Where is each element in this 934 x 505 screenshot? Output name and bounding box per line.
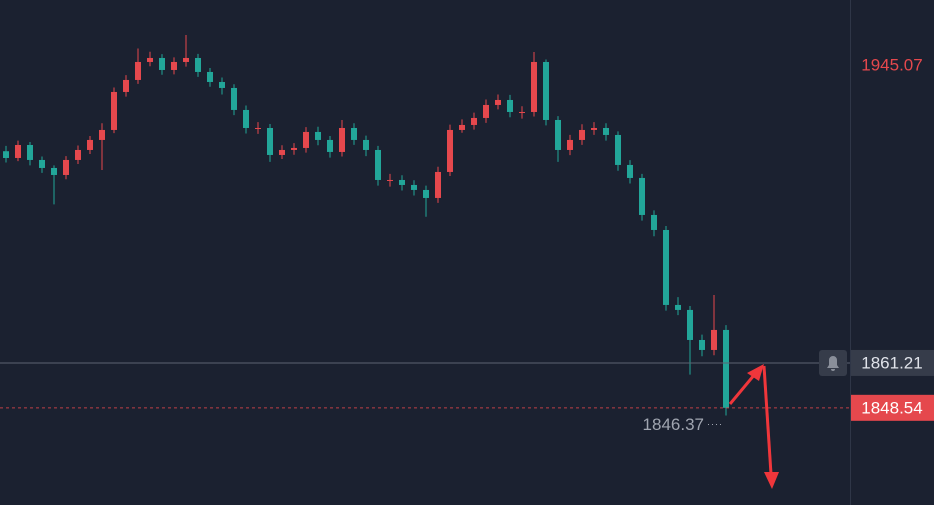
candle-body bbox=[303, 131, 309, 148]
candle-body bbox=[387, 179, 393, 181]
candle-body bbox=[543, 61, 549, 120]
candle-body bbox=[435, 171, 441, 198]
candle-body bbox=[291, 147, 297, 150]
candle-body bbox=[99, 129, 105, 140]
candle-body bbox=[723, 329, 729, 408]
arrow-down-line bbox=[762, 365, 773, 475]
candle-body bbox=[51, 167, 57, 175]
candle-body bbox=[219, 81, 225, 88]
candle-body bbox=[255, 127, 261, 129]
candle-body bbox=[663, 229, 669, 305]
candle-body bbox=[423, 189, 429, 198]
candle-body bbox=[531, 61, 537, 112]
candle-body bbox=[159, 57, 165, 70]
arrow-up-line bbox=[728, 373, 757, 405]
last-price-label-bg bbox=[851, 394, 934, 421]
candle-body bbox=[27, 144, 33, 160]
candle-body bbox=[171, 61, 177, 70]
candle-body bbox=[123, 79, 129, 92]
last-price-label: 1848.54 bbox=[861, 398, 922, 417]
crosshair-label-bg bbox=[851, 349, 934, 376]
candle-body bbox=[3, 151, 9, 158]
candle-body bbox=[579, 129, 585, 140]
candle-body bbox=[639, 177, 645, 215]
candle-body bbox=[627, 164, 633, 178]
candle-body bbox=[687, 309, 693, 340]
bell-button[interactable] bbox=[819, 350, 847, 376]
candle-body bbox=[63, 159, 69, 175]
overlay: 1861.21 1848.54 1945.07 1846.37 bbox=[0, 55, 934, 434]
candle-body bbox=[447, 129, 453, 172]
candle-body bbox=[375, 149, 381, 180]
candle-body bbox=[603, 127, 609, 135]
candle-body bbox=[207, 71, 213, 82]
candle-body bbox=[507, 99, 513, 112]
candle-body bbox=[327, 139, 333, 152]
candle-body bbox=[483, 104, 489, 118]
candle-body bbox=[231, 87, 237, 110]
candle-body bbox=[711, 329, 717, 350]
candle-body bbox=[195, 57, 201, 72]
candle-body bbox=[459, 124, 465, 130]
candle-body bbox=[75, 149, 81, 160]
high-price-label: 1945.07 bbox=[861, 55, 922, 74]
candle-body bbox=[591, 127, 597, 130]
candle-body bbox=[183, 57, 189, 62]
candle-body bbox=[87, 139, 93, 150]
candle-body bbox=[363, 139, 369, 150]
candle-body bbox=[471, 117, 477, 125]
candle-body bbox=[675, 304, 681, 310]
candle-body bbox=[147, 57, 153, 62]
candle-body bbox=[615, 134, 621, 165]
candle-body bbox=[495, 99, 501, 105]
crosshair-label: 1861.21 bbox=[861, 353, 922, 372]
candle-body bbox=[267, 127, 273, 155]
candle-body bbox=[699, 339, 705, 350]
candle-body bbox=[111, 91, 117, 130]
candle-body bbox=[339, 127, 345, 152]
candle-body bbox=[555, 119, 561, 150]
candle-body bbox=[279, 149, 285, 155]
candle-body bbox=[567, 139, 573, 150]
annotation-arrows bbox=[728, 364, 779, 489]
candle-body bbox=[411, 184, 417, 190]
candle-body bbox=[39, 159, 45, 168]
candle-body bbox=[399, 179, 405, 185]
candle-body bbox=[351, 127, 357, 140]
arrow-up-head bbox=[747, 364, 764, 381]
candle-body bbox=[315, 131, 321, 140]
candle-body bbox=[135, 61, 141, 80]
candle-body bbox=[651, 214, 657, 230]
candles bbox=[3, 35, 729, 416]
candle-body bbox=[519, 111, 525, 113]
candle-body bbox=[243, 109, 249, 128]
candle-body bbox=[15, 144, 21, 158]
bell-icon bbox=[827, 356, 839, 371]
low-price-label: 1846.37 bbox=[643, 415, 704, 434]
arrow-down-head bbox=[764, 472, 779, 489]
